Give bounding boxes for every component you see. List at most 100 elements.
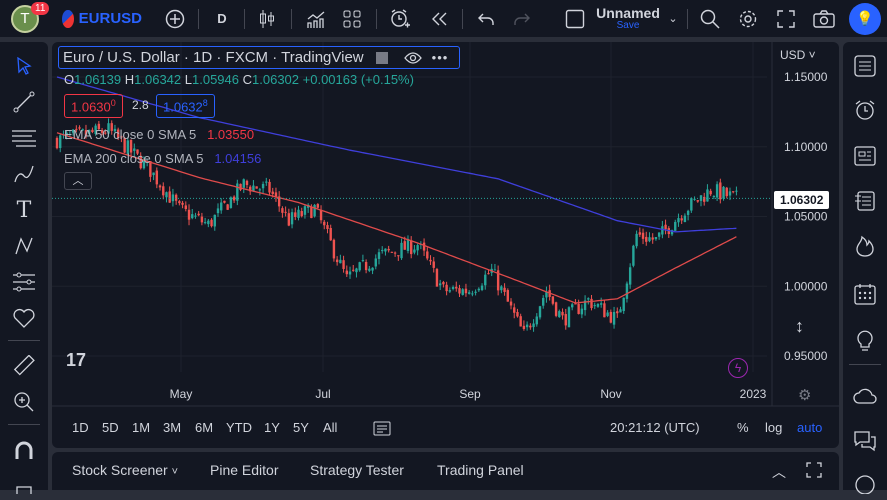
- candle-down: [326, 225, 329, 229]
- camera-icon[interactable]: [812, 0, 836, 37]
- pattern-icon[interactable]: [10, 232, 38, 260]
- collapse-panel-icon[interactable]: ︿: [772, 464, 786, 480]
- auto-scale-toggle[interactable]: auto: [797, 420, 823, 435]
- calendar-icon[interactable]: [851, 280, 879, 308]
- vertical-resize-icon[interactable]: ↕: [795, 316, 804, 336]
- symbol-legend[interactable]: Euro / U.S. Dollar · 1D · FXCM · Trading…: [58, 46, 460, 69]
- candle-up: [94, 125, 97, 134]
- search-icon[interactable]: [698, 0, 722, 37]
- user-avatar[interactable]: T 11: [10, 0, 50, 37]
- alarm-clock-icon[interactable]: [851, 96, 879, 124]
- candle-down: [455, 286, 458, 289]
- chats-icon[interactable]: [851, 427, 879, 455]
- candle-up: [406, 238, 410, 251]
- candle-up: [538, 306, 542, 318]
- eye-icon[interactable]: [403, 51, 422, 64]
- ema50-legend[interactable]: EMA 50 close 0 SMA 5 1.03550: [64, 127, 255, 142]
- flag-icon[interactable]: [375, 51, 388, 64]
- chat-cloud-icon[interactable]: [851, 382, 879, 410]
- hotlist-flame-icon[interactable]: [851, 232, 879, 260]
- candles-icon[interactable]: [255, 0, 279, 37]
- text-tool-icon[interactable]: T: [16, 197, 32, 223]
- goto-date-icon[interactable]: [373, 420, 391, 436]
- candle-down: [158, 185, 162, 188]
- tradingview-logo-icon[interactable]: 17: [66, 350, 87, 370]
- range-5y[interactable]: 5Y: [293, 420, 309, 435]
- undo-icon[interactable]: [474, 0, 498, 37]
- range-5d[interactable]: 5D: [102, 420, 119, 435]
- prediction-icon[interactable]: [10, 268, 38, 296]
- right-sidebar: [843, 42, 887, 494]
- help-icon[interactable]: [851, 470, 879, 498]
- chart-settings-gear-icon[interactable]: ⚙: [798, 387, 812, 404]
- news-icon[interactable]: [851, 142, 879, 170]
- sell-button[interactable]: 1.06300: [64, 94, 123, 119]
- layout-grid-icon[interactable]: [340, 0, 364, 37]
- lightning-icon[interactable]: ϟ: [728, 358, 748, 378]
- alert-icon[interactable]: [388, 0, 412, 37]
- ema200-legend[interactable]: EMA 200 close 0 SMA 5 1.04156: [64, 151, 262, 166]
- range-1y[interactable]: 1Y: [264, 420, 280, 435]
- range-6m[interactable]: 6M: [195, 420, 214, 435]
- chevron-down-icon[interactable]: ⌄: [668, 13, 678, 25]
- candle-down: [245, 180, 249, 185]
- maximize-panel-icon[interactable]: [806, 462, 822, 478]
- collapse-legend-button[interactable]: ︿: [64, 172, 92, 190]
- candle-up: [203, 222, 207, 224]
- price-chart[interactable]: 1.15000 1.10000 1.05000 1.00000 0.95000 May Ju…: [52, 42, 839, 448]
- symbol-search[interactable]: EURUSD: [62, 0, 142, 37]
- replay-icon[interactable]: [427, 0, 451, 37]
- last-price-label: 1.06302: [774, 191, 830, 209]
- candle-up: [194, 215, 197, 217]
- range-3m[interactable]: 3M: [163, 420, 182, 435]
- candle-up: [693, 198, 696, 200]
- currency-selector[interactable]: USD ˅: [780, 48, 816, 62]
- candle-down: [442, 282, 445, 285]
- indicators-icon[interactable]: [304, 0, 328, 37]
- candle-up: [65, 132, 68, 136]
- fib-retracement-icon[interactable]: [10, 124, 38, 152]
- save-link[interactable]: Save: [616, 20, 640, 31]
- trendline-icon[interactable]: [10, 88, 38, 116]
- watchlist-icon[interactable]: [851, 52, 879, 80]
- ruler-icon[interactable]: [10, 352, 38, 380]
- tab-trading-panel[interactable]: Trading Panel: [437, 462, 524, 478]
- candle-down: [719, 182, 722, 200]
- notification-badge: 11: [31, 2, 50, 15]
- layout-name[interactable]: Unnamed Save: [596, 0, 660, 37]
- candle-up: [220, 202, 223, 211]
- buy-button[interactable]: 1.06328: [156, 94, 215, 119]
- layout-select-icon[interactable]: [563, 0, 587, 37]
- chart-pane[interactable]: 1.15000 1.10000 1.05000 1.00000 0.95000 May Ju…: [52, 42, 839, 448]
- candle-down: [551, 296, 555, 304]
- redo-icon[interactable]: [510, 0, 534, 37]
- percent-toggle[interactable]: %: [737, 420, 749, 435]
- ideas-lightbulb-button[interactable]: 💡: [848, 0, 882, 37]
- lock-drawing-icon[interactable]: [10, 472, 38, 500]
- ideas-lightbulb-icon[interactable]: [851, 326, 879, 354]
- data-window-icon[interactable]: [851, 187, 879, 215]
- compare-add-icon[interactable]: [163, 0, 187, 37]
- magnet-icon[interactable]: [10, 437, 38, 465]
- candle-up: [471, 293, 474, 295]
- candle-down: [310, 206, 313, 219]
- settings-gear-icon[interactable]: [736, 0, 760, 37]
- range-all[interactable]: All: [323, 420, 338, 435]
- candle-down: [522, 325, 526, 330]
- clock-timezone[interactable]: 20:21:12 (UTC): [610, 420, 700, 435]
- brush-icon[interactable]: [10, 160, 38, 188]
- range-ytd[interactable]: YTD: [226, 420, 252, 435]
- fullscreen-icon[interactable]: [774, 0, 798, 37]
- log-toggle[interactable]: log: [765, 420, 783, 435]
- range-1d[interactable]: 1D: [72, 420, 89, 435]
- range-1m[interactable]: 1M: [132, 420, 151, 435]
- more-options-icon[interactable]: •••: [431, 50, 449, 65]
- zoom-in-icon[interactable]: [10, 388, 38, 416]
- cursor-icon[interactable]: [10, 52, 38, 80]
- tab-stock-screener[interactable]: Stock Screener ˅: [72, 462, 179, 478]
- interval-button[interactable]: D: [217, 11, 227, 26]
- tab-pine-editor[interactable]: Pine Editor: [210, 462, 279, 478]
- tab-strategy-tester[interactable]: Strategy Tester: [310, 462, 404, 478]
- candle-down: [435, 269, 439, 287]
- heart-icon[interactable]: [10, 304, 38, 332]
